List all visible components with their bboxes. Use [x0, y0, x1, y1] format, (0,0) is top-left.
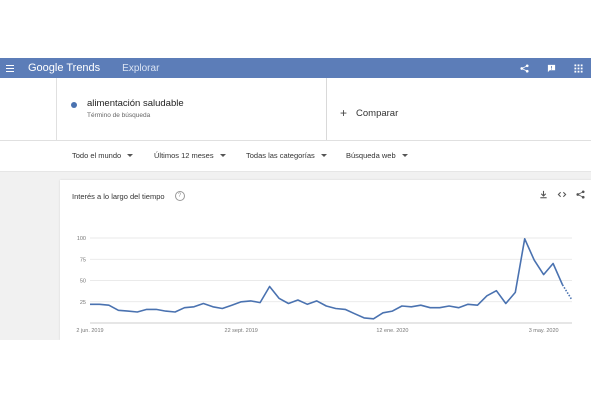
share-icon[interactable]	[520, 63, 529, 73]
term-color-dot	[71, 102, 77, 108]
download-icon[interactable]	[539, 190, 548, 199]
search-term-card[interactable]: alimentación saludable Término de búsque…	[56, 78, 327, 140]
explore-title: Explorar	[122, 62, 160, 74]
caret-down-icon	[127, 154, 134, 157]
left-spacer	[0, 78, 57, 140]
embed-icon[interactable]	[557, 190, 567, 199]
x-tick-label: 22 sept. 2019	[225, 328, 258, 334]
search-type-filter[interactable]: Búsqueda web	[346, 151, 408, 160]
search-terms-bar: alimentación saludable Término de búsque…	[0, 78, 591, 141]
series-line[interactable]	[90, 238, 564, 320]
term-subtitle: Término de búsqueda	[87, 112, 151, 119]
interest-over-time-card: Interés a lo largo del tiempo ? 25 50 75 10…	[60, 180, 591, 340]
card-title: Interés a lo largo del tiempo ?	[72, 191, 185, 201]
feedback-icon[interactable]	[547, 64, 556, 73]
compare-label: Comparar	[356, 107, 399, 119]
share-icon[interactable]	[576, 190, 585, 199]
y-tick-label: 100	[77, 236, 86, 242]
term-name: alimentación saludable	[87, 98, 184, 109]
google-trends-logo[interactable]: Google Trends	[28, 62, 100, 74]
y-tick-label: 75	[80, 257, 86, 263]
category-filter-label: Todas las categorías	[246, 151, 315, 160]
filters-bar: Todo el mundo Últimos 12 meses Todas las…	[0, 141, 591, 172]
y-tick-label: 50	[80, 279, 86, 285]
compare-button[interactable]: + Comparar	[340, 106, 398, 120]
caret-down-icon	[401, 154, 408, 157]
region-filter-label: Todo el mundo	[72, 151, 122, 160]
interest-line-chart: 25 50 75 100 2 jun. 2019 22 sept. 2019 12 ene.…	[76, 236, 573, 334]
period-filter-label: Últimos 12 meses	[154, 151, 214, 160]
logo-trends-text: Trends	[66, 62, 101, 74]
page-blank-area	[0, 340, 591, 400]
menu-icon[interactable]	[6, 63, 14, 74]
category-filter[interactable]: Todas las categorías	[246, 151, 327, 160]
caret-down-icon	[219, 154, 226, 157]
search-type-filter-label: Búsqueda web	[346, 151, 396, 160]
app-header: Google Trends Explorar	[0, 58, 591, 78]
help-icon[interactable]: ?	[174, 191, 185, 201]
card-title-text: Interés a lo largo del tiempo	[72, 191, 165, 201]
caret-down-icon	[320, 154, 327, 157]
x-tick-label: 3 may. 2020	[529, 328, 559, 334]
apps-icon[interactable]	[574, 63, 583, 73]
logo-google-text: Google	[28, 62, 64, 74]
period-filter[interactable]: Últimos 12 meses	[154, 151, 226, 160]
plus-icon: +	[340, 106, 348, 120]
y-tick-label: 25	[80, 300, 86, 306]
x-tick-label: 2 jun. 2019	[76, 328, 103, 334]
region-filter[interactable]: Todo el mundo	[72, 151, 134, 160]
series-partial-segment	[561, 284, 573, 301]
x-tick-label: 12 ene. 2020	[376, 328, 408, 334]
